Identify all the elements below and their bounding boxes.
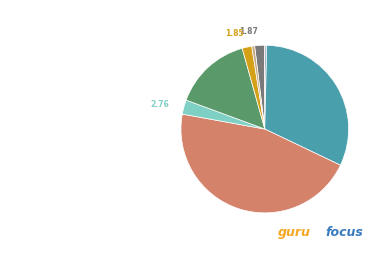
Wedge shape bbox=[242, 47, 265, 130]
Wedge shape bbox=[182, 101, 265, 130]
Text: 1.85: 1.85 bbox=[225, 29, 244, 38]
Wedge shape bbox=[181, 115, 340, 213]
Wedge shape bbox=[265, 46, 349, 166]
Wedge shape bbox=[252, 47, 265, 130]
Text: 2.76: 2.76 bbox=[150, 99, 170, 108]
Wedge shape bbox=[265, 46, 267, 130]
Text: 1.87: 1.87 bbox=[240, 27, 259, 36]
Wedge shape bbox=[264, 46, 265, 130]
Text: 15.04: 15.04 bbox=[219, 88, 243, 97]
Text: focus: focus bbox=[326, 225, 363, 237]
Text: 31.72: 31.72 bbox=[296, 99, 320, 108]
Wedge shape bbox=[186, 49, 265, 130]
Text: 45.76: 45.76 bbox=[237, 173, 261, 182]
Text: guru: guru bbox=[278, 225, 311, 237]
Wedge shape bbox=[255, 46, 265, 130]
